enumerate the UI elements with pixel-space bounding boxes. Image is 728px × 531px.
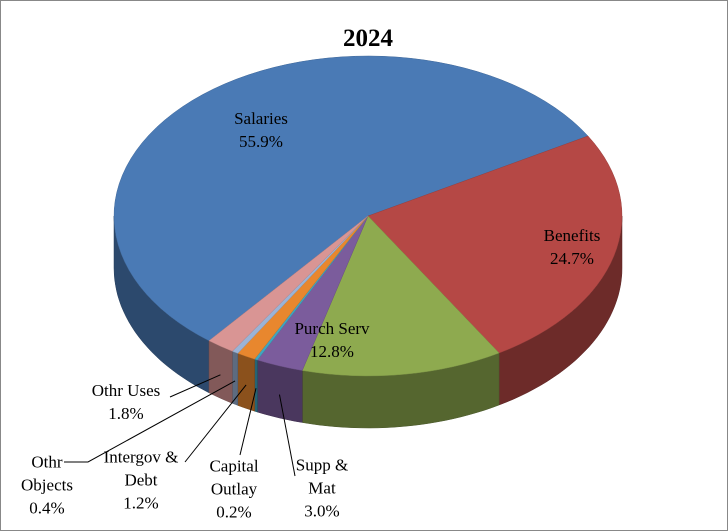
leader-line [184,384,247,463]
category-label: Othr Uses [91,381,161,400]
data-label: Capital Outlay 0.2% [203,455,265,524]
data-label: Purch Serv 12.8% [277,317,387,363]
slice [208,215,369,352]
value-label: 55.9% [239,132,283,151]
slice-side [254,358,258,413]
data-label: Benefits 24.7% [522,224,622,270]
leader-line [239,388,257,456]
data-label: Supp & Mat 3.0% [292,454,352,523]
category-label: Supp & Mat [295,455,349,498]
slice-side [232,350,239,406]
category-label: Othr Objects [21,452,73,495]
leader-line [169,374,221,398]
leader-line [278,394,296,477]
value-label: 24.7% [550,249,594,268]
data-label: Salaries 55.9% [206,107,316,153]
value-label: 1.2% [123,493,159,513]
chart-title: 2024 [343,25,394,52]
data-label: Othr Objects 0.4% [16,451,78,520]
value-label: 12.8% [310,342,354,361]
value-label: 3.0% [304,501,340,521]
category-label: Salaries [234,109,288,128]
value-label: 0.2% [216,502,252,522]
data-label: Othr Uses 1.8% [76,379,176,425]
slice [301,215,500,377]
value-label: 0.4% [29,498,65,518]
leader-line [64,380,236,463]
slice [367,135,623,354]
data-label: Intergov & Debt 1.2% [100,446,182,515]
category-label: Purch Serv [294,319,370,338]
value-label: 1.8% [108,404,144,423]
category-label: Capital Outlay [209,456,259,499]
slice [113,55,589,342]
category-label: Benefits [543,226,601,245]
category-label: Intergov & Debt [103,447,179,490]
